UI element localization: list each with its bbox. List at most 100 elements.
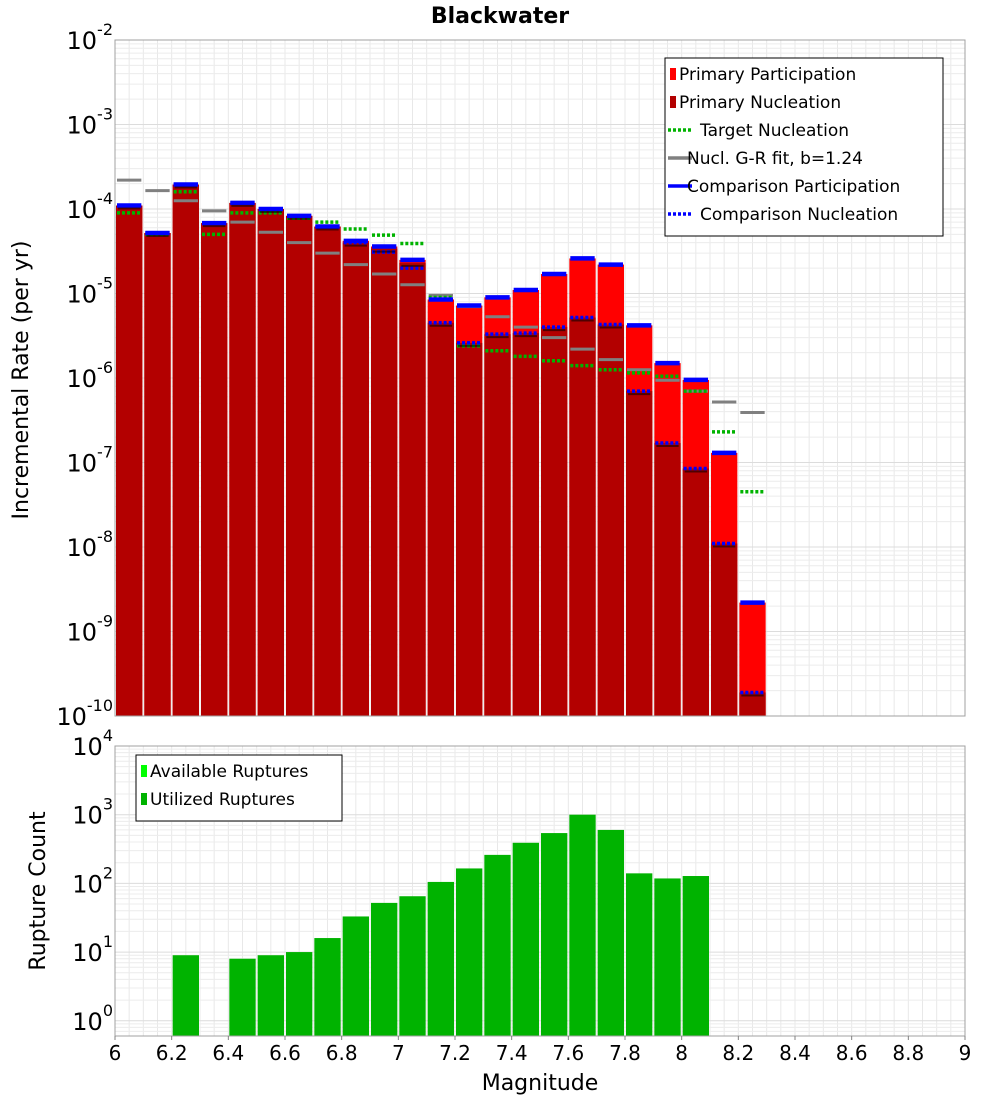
rupture-count-bar — [484, 854, 511, 1036]
legend-label: Comparison Participation — [687, 177, 900, 197]
y-tick-exponent: 3 — [103, 795, 113, 814]
x-axis-label: Magnitude — [482, 1071, 599, 1096]
x-tick-label: 6 — [109, 1041, 122, 1065]
legend-swatch — [141, 793, 147, 805]
y-tick-label: 102 — [72, 863, 113, 898]
legend-swatch — [141, 765, 147, 777]
rupture-count-bar — [257, 955, 284, 1036]
legend-label: Comparison Nucleation — [700, 205, 898, 225]
rupture-count-bar — [229, 958, 256, 1036]
y-tick-exponent: -9 — [97, 612, 113, 631]
rupture-count-bar — [682, 876, 709, 1036]
legend-symbol — [670, 96, 676, 108]
y-tick-base: 10 — [67, 196, 98, 224]
rate-bars — [116, 184, 766, 717]
rupture-count-bar — [314, 938, 341, 1036]
legend-swatch — [670, 96, 676, 108]
y-tick-exponent: -10 — [87, 696, 113, 715]
y-tick-base: 10 — [67, 112, 98, 140]
legend-label: Available Ruptures — [150, 762, 308, 782]
x-tick-label: 6.4 — [212, 1041, 244, 1065]
nucleation-bar — [201, 223, 228, 716]
x-tick-label: 7.8 — [609, 1041, 641, 1065]
nucleation-bar — [711, 543, 738, 716]
rate-plot-frame — [114, 39, 966, 717]
nucleation-bar — [541, 327, 568, 716]
y-tick-exponent: -7 — [97, 443, 113, 462]
nucleation-bar — [739, 692, 766, 716]
y-tick-exponent: 0 — [103, 1001, 113, 1020]
nucleation-bar — [371, 248, 398, 716]
rupture-count-bar — [626, 873, 653, 1036]
nucleation-bar — [314, 226, 341, 716]
y-tick-exponent: -4 — [97, 189, 113, 208]
x-tick-label: 6.8 — [326, 1041, 358, 1065]
y-tick-exponent: -2 — [97, 20, 113, 39]
legend-label: Utilized Ruptures — [150, 790, 295, 810]
y-tick-label: 10-9 — [67, 612, 114, 647]
x-tick-label: 7 — [392, 1041, 405, 1065]
rupture-count-bar — [342, 916, 369, 1036]
rupture-count-bar — [597, 829, 624, 1036]
y-tick-exponent: 2 — [103, 863, 113, 882]
legend-box — [135, 754, 343, 822]
y-tick-label: 10-10 — [56, 696, 113, 731]
nucleation-bar — [257, 209, 284, 716]
y-tick-exponent: -8 — [97, 527, 113, 546]
y-tick-base: 10 — [67, 27, 98, 55]
y-tick-exponent: -6 — [97, 358, 113, 377]
nucleation-bar — [399, 262, 426, 716]
rupture-count-bar — [512, 842, 539, 1036]
rupture-count-bar — [172, 955, 199, 1036]
y-tick-base: 10 — [67, 450, 98, 478]
nucleation-bar — [484, 334, 511, 716]
nucleation-bar — [172, 184, 199, 717]
y-tick-label: 104 — [72, 726, 113, 761]
rupture-count-bar — [541, 833, 568, 1036]
y-tick-label: 10-7 — [67, 443, 114, 478]
y-tick-base: 10 — [67, 619, 98, 647]
nucleation-bar — [116, 205, 143, 716]
legend-swatch — [670, 68, 676, 80]
y-tick-base: 10 — [67, 365, 98, 393]
y-tick-base: 10 — [72, 1008, 103, 1036]
rupture-count-bar — [371, 902, 398, 1036]
y-tick-label: 100 — [72, 1001, 113, 1036]
nucleation-bar — [456, 342, 483, 716]
y-tick-base: 10 — [72, 870, 103, 898]
rupture-count-bar — [399, 896, 426, 1036]
y-tick-exponent: 4 — [103, 726, 113, 745]
y-tick-label: 10-8 — [67, 527, 114, 562]
y-tick-base: 10 — [67, 281, 98, 309]
x-tick-label: 6.2 — [156, 1041, 188, 1065]
y-tick-base: 10 — [67, 534, 98, 562]
count-plot-frame — [114, 745, 966, 1037]
rupture-count-bar — [456, 868, 483, 1036]
count-legend: Available Ruptures Utilized Ruptures — [135, 754, 343, 822]
x-tick-label: 8 — [675, 1041, 688, 1065]
nucleation-bar — [229, 202, 256, 716]
legend-label: Primary Nucleation — [679, 93, 841, 113]
nucleation-bar — [569, 317, 596, 716]
x-tick-label: 6.6 — [269, 1041, 301, 1065]
y-tick-label: 103 — [72, 795, 113, 830]
y-tick-base: 10 — [72, 939, 103, 967]
y-tick-label: 10-3 — [67, 105, 114, 140]
x-tick-label: 7.4 — [496, 1041, 528, 1065]
legend-box — [664, 57, 944, 237]
x-tick-label: 8.8 — [892, 1041, 924, 1065]
y-tick-exponent: -3 — [97, 105, 113, 124]
nucleation-bar — [682, 468, 709, 716]
nucleation-bar — [144, 232, 171, 716]
y-tick-label: 10-2 — [67, 20, 114, 55]
rate-y-axis-label: Incremental Rate (per yr) — [9, 241, 34, 520]
nucleation-bar — [286, 215, 313, 717]
nucleation-bar — [626, 391, 653, 716]
nucleation-bar — [342, 242, 369, 717]
y-tick-base: 10 — [72, 733, 103, 761]
legend-label: Primary Participation — [679, 65, 856, 85]
chart-title: Blackwater — [431, 4, 569, 29]
